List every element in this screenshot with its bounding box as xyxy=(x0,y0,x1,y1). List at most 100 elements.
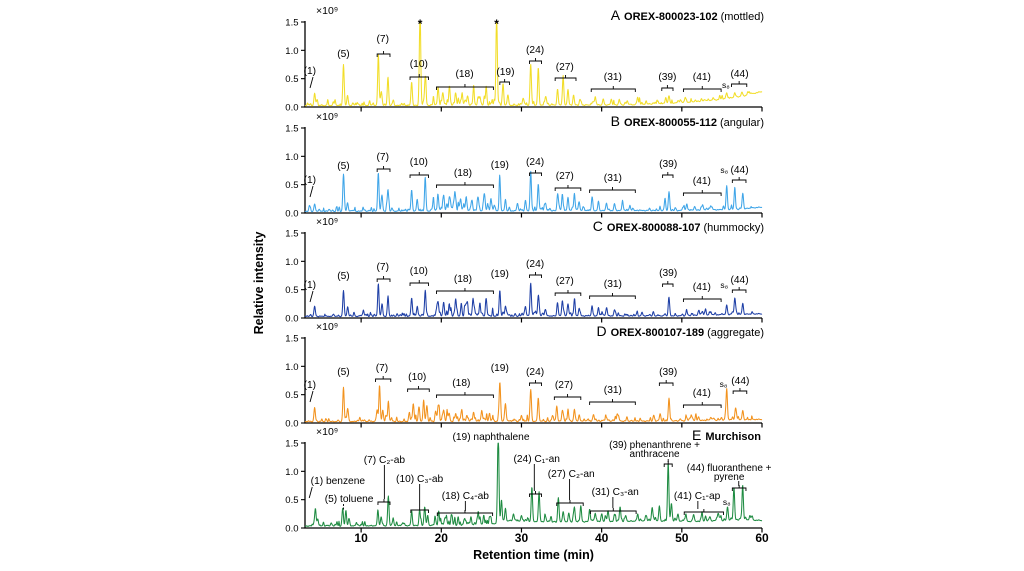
peak-group-label: (1) xyxy=(304,175,316,186)
chromatogram-panel-c: 0.0 0.5 1.0 1.5 (1) (5) (7) (10) (18) (19) (24) (27… xyxy=(285,229,763,325)
y-tick-label: 1.5 xyxy=(285,229,298,240)
peak-group-bracket xyxy=(662,281,674,287)
y-tick-label: 1.0 xyxy=(285,467,298,478)
peak-group-label: * xyxy=(494,17,499,31)
chromatogram-trace xyxy=(304,282,763,318)
peak-group-label: (10) xyxy=(410,59,428,70)
axis-lines xyxy=(304,337,762,424)
peak-group-bracket xyxy=(658,380,674,386)
peak-group-bracket xyxy=(590,86,636,92)
panel-letter: D xyxy=(596,323,607,339)
peak-group-label: (1) xyxy=(304,66,316,77)
chromatogram-panel-d: 0.0 0.5 1.0 1.5 (1) (5) (7) (10) (18) (19) (24) (27… xyxy=(285,334,763,430)
panel-title-a: A OREX-800023-102 (mottled) xyxy=(270,8,764,24)
peak-group-label: (39) xyxy=(658,72,676,83)
peak-group-label: (27) xyxy=(556,171,574,182)
peak-group-label: (44) xyxy=(730,165,748,176)
peak-group-bracket xyxy=(682,296,722,302)
peak-group-label: (41) C₁-ap xyxy=(674,491,721,502)
peak-group-label: (5) xyxy=(337,161,349,172)
peak-group-label: * xyxy=(418,17,423,31)
peak-group-label: (7) xyxy=(377,152,389,163)
chromatogram-panel-e: 0.0 0.5 1.0 1.5 (1) benzene (5) toluene (7) C₂… xyxy=(285,432,772,535)
peak-group-label: (19) xyxy=(491,269,509,280)
x-tick-label: 50 xyxy=(675,531,689,545)
peak-group-label: (5) toluene xyxy=(325,494,374,505)
y-tick-label: 0.0 xyxy=(285,209,298,220)
chromatogram-panel-a: 0.0 0.5 1.0 1.5 (1) (5) (7) (10) (18) (19) (24) (27… xyxy=(285,17,763,114)
peak-group-label: (24) xyxy=(526,157,544,168)
y-tick-label: 1.0 xyxy=(285,362,298,373)
panel-title-e: E Murchison xyxy=(270,428,764,444)
peak-group-bracket xyxy=(589,399,636,405)
peak-group-label: (24) xyxy=(526,259,544,270)
peak-group-bracket xyxy=(376,166,391,172)
peak-group-label: pyrene xyxy=(714,472,745,483)
peak-group-label: (39) xyxy=(659,367,677,378)
peak-group-bracket xyxy=(409,172,429,178)
panel-title-b: B OREX-800055-112 (angular) xyxy=(270,114,764,130)
y-exponent-a: ×10⁹ xyxy=(316,5,339,17)
peak-group-label: (41) xyxy=(693,72,711,83)
peak-group-label: anthracene xyxy=(630,449,680,460)
chromatogram-trace xyxy=(304,442,763,527)
peak-group-label: (1) xyxy=(304,280,316,291)
peak-group-label: (44) xyxy=(730,69,748,80)
peak-group-label: (5) xyxy=(337,367,349,378)
peak-group-bracket xyxy=(731,177,747,183)
peak-group-label: (31) C₃-an xyxy=(592,487,639,498)
peak-group-label: (19) xyxy=(491,160,509,171)
chromatogram-panel-b: 0.0 0.5 1.0 1.5 (1) (5) (7) (10) (18) (19) (24) (27… xyxy=(285,124,763,220)
panel-letter: A xyxy=(610,7,621,23)
y-exponent-e: ×10⁹ xyxy=(316,426,339,438)
peak-group-label: s₈ xyxy=(723,497,731,507)
peak-group-bracket xyxy=(556,500,584,506)
peak-group-label: (41) xyxy=(693,388,711,399)
panel-letter: E xyxy=(692,427,702,443)
panel-texture: (mottled) xyxy=(720,11,764,23)
peak-group-label: s₈ xyxy=(720,379,728,389)
peak-group-label: (41) xyxy=(693,282,711,293)
peak-group-label: (31) xyxy=(604,385,622,396)
peak-group-label: (27) xyxy=(556,62,574,73)
x-tick-label: 10 xyxy=(354,531,368,545)
y-tick-label: 0.5 xyxy=(285,180,298,191)
peak-group-label: (19) xyxy=(491,363,509,374)
y-exponent-c: ×10⁹ xyxy=(316,216,339,228)
y-tick-label: 0.0 xyxy=(285,314,298,325)
peak-group-bracket xyxy=(529,58,542,64)
chromatogram-trace xyxy=(304,170,763,213)
axis-lines xyxy=(304,21,762,108)
x-tick-label: 40 xyxy=(594,531,609,545)
peak-group-label: s₈ xyxy=(720,165,728,175)
y-tick-label: 0.5 xyxy=(285,390,298,401)
peak-group-bracket xyxy=(683,509,724,515)
y-tick-label: 1.5 xyxy=(285,18,298,29)
peak-group-label: (24) xyxy=(526,45,544,56)
peak-group-bracket xyxy=(436,392,494,398)
y-tick-label: 0.0 xyxy=(285,524,298,535)
peak-group-label: s₈ xyxy=(722,80,730,90)
chromatogram-trace xyxy=(304,382,763,423)
y-tick-label: 0.0 xyxy=(285,419,298,430)
annotation-slash xyxy=(309,185,314,198)
peak-group-label: (31) xyxy=(604,279,622,290)
peak-group-bracket xyxy=(661,85,674,91)
peak-group-label: (7) C₂-ab xyxy=(364,455,406,466)
x-tick-label: 60 xyxy=(755,531,769,545)
peak-group-bracket xyxy=(554,290,582,296)
peak-group-bracket xyxy=(529,170,542,176)
peak-group-label: (5) xyxy=(337,271,349,282)
panel-sample: OREX-800107-189 xyxy=(610,327,705,339)
panel-letter: C xyxy=(592,218,603,234)
peak-group-label: (10) C₃-ab xyxy=(396,474,444,485)
peak-group-label: (44) fluoranthene + xyxy=(687,463,772,474)
panel-letter: B xyxy=(610,113,621,129)
peak-group-label: s₈ xyxy=(720,280,728,290)
panel-title-c: C OREX-800088-107 (hummocky) xyxy=(270,219,764,235)
peak-group-label: (24) xyxy=(526,367,544,378)
panel-sample: OREX-800023-102 xyxy=(624,11,718,23)
panel-sample: Murchison xyxy=(705,431,761,443)
peak-group-bracket xyxy=(436,84,494,90)
